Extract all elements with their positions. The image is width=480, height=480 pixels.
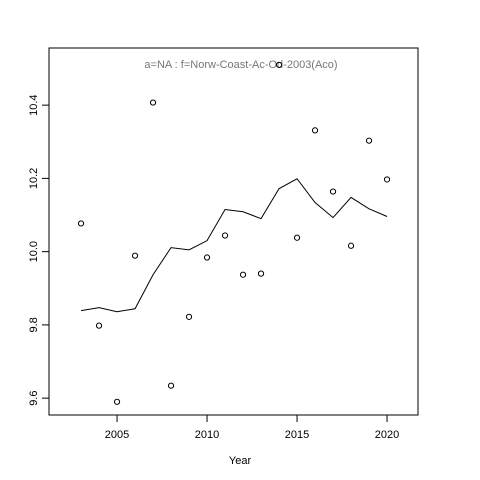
y-tick-label: 9.8 — [28, 317, 40, 332]
data-point — [221, 232, 229, 239]
y-tick-label: 10.2 — [28, 168, 40, 189]
data-point — [257, 270, 265, 277]
y-tick-label: 9.6 — [28, 391, 40, 406]
data-line — [80, 178, 388, 313]
data-point — [95, 322, 103, 329]
data-point — [149, 99, 157, 106]
data-point — [239, 271, 247, 278]
data-point — [77, 220, 85, 227]
y-tick-label: 10.4 — [28, 94, 40, 115]
data-point — [293, 234, 301, 241]
x-tick-label: 2010 — [195, 429, 219, 441]
data-point — [311, 127, 319, 134]
data-point — [383, 176, 391, 183]
data-point — [167, 382, 175, 389]
y-tick-label: 10.0 — [28, 241, 40, 262]
data-point — [329, 188, 337, 195]
data-point — [203, 254, 211, 261]
data-point — [347, 242, 355, 249]
chart-title: a=NA : f=Norw-Coast-Ac-Od-2003(Aco) — [144, 59, 337, 71]
plot-frame — [48, 47, 419, 416]
x-axis-label: Year — [229, 455, 252, 467]
data-point — [131, 252, 139, 259]
data-point — [275, 61, 283, 68]
x-tick-label: 2005 — [105, 429, 129, 441]
x-tick-label: 2015 — [285, 429, 309, 441]
data-point — [185, 313, 193, 320]
data-point — [365, 137, 373, 144]
x-tick-label: 2020 — [375, 429, 399, 441]
data-point — [113, 398, 121, 405]
